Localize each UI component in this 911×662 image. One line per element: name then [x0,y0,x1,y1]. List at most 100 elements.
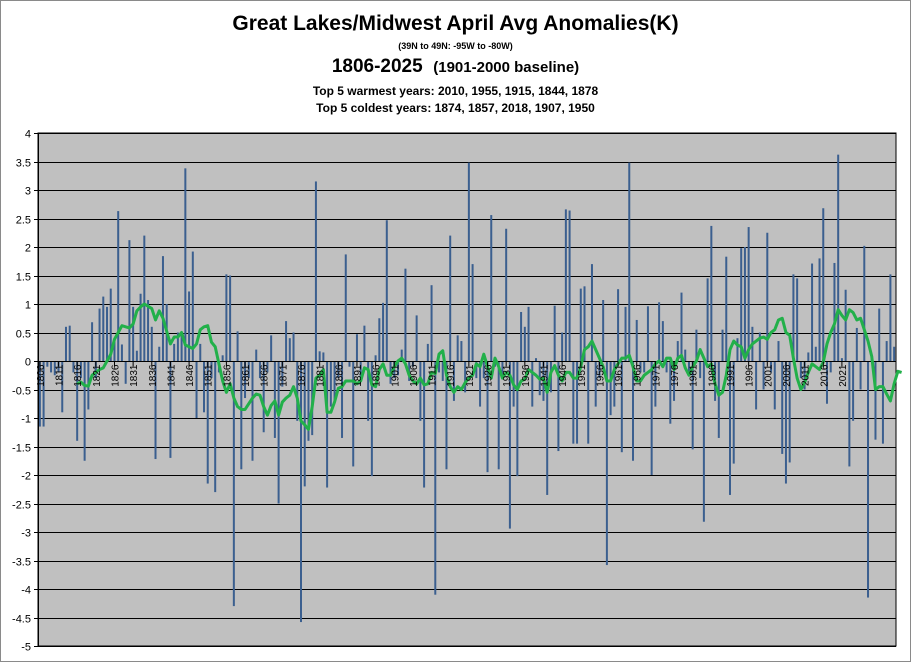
bar [829,361,832,373]
bar [441,361,444,381]
bar [154,361,157,460]
bar [423,361,426,488]
bar [520,311,523,361]
bar [669,361,672,424]
bar [508,361,511,529]
bar [374,355,377,361]
bar [516,361,519,477]
bar [777,341,780,361]
bar [94,361,97,379]
bar [300,361,302,623]
bar [329,361,332,407]
x-tick-label: 1906 [409,364,420,387]
bar [691,361,694,450]
bar [650,361,653,475]
bar [613,361,616,407]
x-tick-label: 1861 [241,364,252,387]
bar [535,358,538,361]
bar [482,361,485,379]
bar [490,215,493,361]
bar [236,331,239,361]
y-tick-label: 2.5 [16,215,31,227]
bar [314,181,317,361]
bar [430,285,433,361]
chart-title: Great Lakes/Midwest April Avg Anomalies(… [232,12,679,35]
bar [135,350,138,361]
bar [258,361,261,379]
bar [576,361,579,444]
bar [225,274,228,361]
bar [822,208,825,361]
bar [863,245,866,361]
region-subtitle: (39N to 49N: -95W to -80W) [398,41,513,51]
bar [396,361,399,376]
bar [363,325,366,361]
bar [128,240,131,361]
bar [803,361,806,390]
bar [322,352,325,361]
bar [773,361,776,410]
bar [486,361,489,473]
x-tick-label: 1976 [670,364,681,387]
x-tick-label: 1966 [633,364,644,387]
bar [658,302,661,361]
bar [635,319,638,361]
bar [799,361,802,379]
bar [747,227,750,361]
bar [452,361,455,401]
bar [837,154,840,361]
bar [348,361,351,367]
bar [725,256,728,361]
y-tick-label: -0.5 [12,386,31,398]
x-tick-label: 1821 [92,364,103,387]
bar [497,361,500,470]
x-tick-label: 1986 [707,364,718,387]
x-tick-label: 2011 [801,364,812,386]
y-tick-label: -1 [21,414,31,426]
bar [885,341,888,361]
bar [143,235,146,361]
y-tick-label: -2.5 [12,500,31,512]
bar [710,225,713,361]
bar [557,361,560,452]
bar [50,361,53,373]
bar [680,292,683,361]
bar [184,168,187,361]
bar [378,318,381,361]
bar [796,278,799,361]
y-tick-label: 3 [25,186,31,198]
y-tick-label: 1 [25,300,31,312]
x-tick-label: 1921 [465,364,476,387]
x-tick-label: 1901 [390,364,401,387]
bar [781,361,784,454]
bar [370,361,373,477]
bar [527,306,530,361]
bar [699,361,702,379]
bar [158,346,161,361]
bar [98,308,101,361]
bar [68,325,71,361]
bar [572,361,575,444]
y-tick-label: -4 [21,585,31,597]
bar [762,361,765,390]
bar [729,361,731,495]
bar [277,361,280,504]
bar [695,329,698,361]
bar [139,293,142,361]
bar [833,262,836,361]
x-tick-label: 1926 [484,364,495,387]
bar [583,286,586,361]
bar [214,361,217,493]
bar [602,300,605,361]
bar [117,211,120,361]
bar [150,326,153,361]
bar [717,361,720,438]
bar [643,361,646,373]
bar [878,308,881,361]
x-tick-label: 2016 [819,364,830,387]
bar [579,288,582,361]
bar [38,361,41,427]
bar [199,343,202,361]
plot-area [38,133,896,646]
bar [124,361,127,384]
